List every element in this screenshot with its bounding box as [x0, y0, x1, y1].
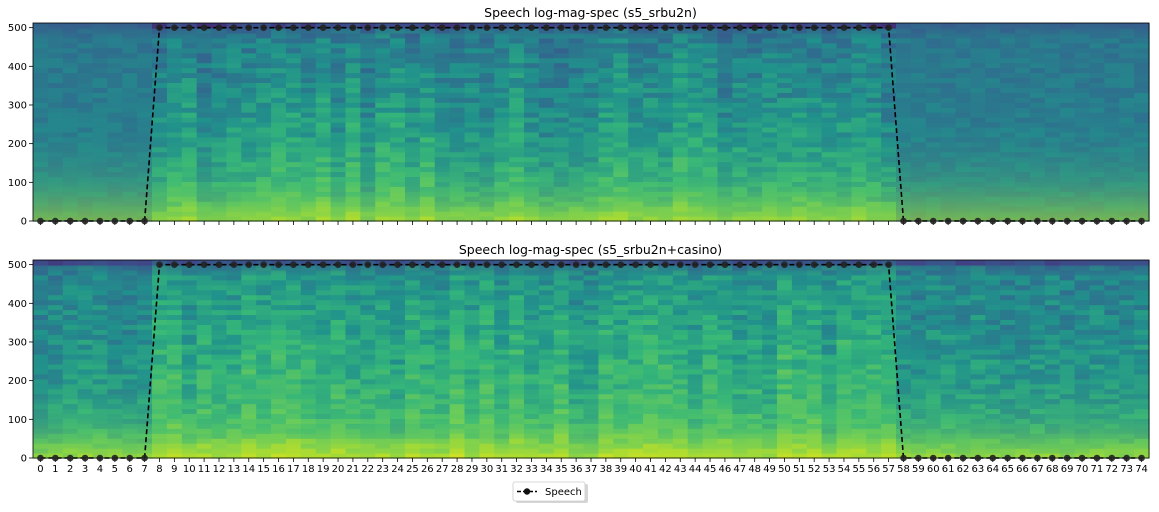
speech-point — [528, 24, 535, 31]
speech-point — [126, 218, 133, 225]
speech-point — [975, 218, 982, 225]
speech-point — [439, 24, 446, 31]
heatmap-low-band — [33, 23, 1149, 221]
panel-title: Speech log-mag-spec (s5_srbu2n+casino) — [459, 242, 722, 257]
spectrogram-panel-clean: Speech log-mag-spec (s5_srbu2n) 0 100 200 3… — [8, 5, 1150, 228]
speech-point — [1019, 218, 1026, 225]
speech-point — [216, 24, 223, 31]
speech-point — [870, 24, 877, 31]
speech-point — [841, 24, 848, 31]
speech-point — [900, 218, 907, 225]
speech-point — [1064, 218, 1071, 225]
speech-point — [112, 218, 119, 225]
speech-point — [260, 24, 267, 31]
speech-point — [305, 24, 312, 31]
speech-point — [632, 24, 639, 31]
speech-point — [1034, 218, 1041, 225]
speech-point — [856, 24, 863, 31]
y-axis-ticks: 0 100 200 300 400 500 — [8, 23, 33, 227]
speech-point — [37, 218, 44, 225]
speech-point — [469, 24, 476, 31]
speech-point — [960, 218, 967, 225]
speech-point — [692, 24, 699, 31]
speech-point — [156, 24, 163, 31]
speech-point — [1109, 218, 1116, 225]
speech-point — [290, 24, 297, 31]
speech-point — [677, 24, 684, 31]
speech-point — [662, 24, 669, 31]
speech-point — [722, 24, 729, 31]
speech-point — [766, 24, 773, 31]
speech-point — [781, 24, 788, 31]
speech-point — [1049, 218, 1056, 225]
speech-point — [751, 24, 758, 31]
spectrogram-heatmap — [33, 23, 1150, 222]
speech-point — [915, 218, 922, 225]
speech-point — [989, 218, 996, 225]
speech-point — [52, 218, 59, 225]
speech-point — [1094, 218, 1101, 225]
speech-point — [350, 24, 357, 31]
speech-point — [811, 24, 818, 31]
speech-point — [603, 24, 610, 31]
speech-point — [558, 24, 565, 31]
speech-point — [707, 24, 714, 31]
y-tick-label: 500 — [8, 23, 27, 34]
spectrogram-heatmap — [33, 260, 1150, 459]
speech-point — [826, 24, 833, 31]
y-tick-label: 400 — [8, 62, 27, 73]
y-tick-label: 100 — [8, 178, 27, 189]
speech-point — [275, 24, 282, 31]
speech-point — [543, 24, 550, 31]
speech-point — [67, 218, 74, 225]
speech-point — [231, 24, 238, 31]
speech-point — [796, 24, 803, 31]
speech-point — [379, 24, 386, 31]
panel-title: Speech log-mag-spec (s5_srbu2n) — [484, 5, 697, 20]
y-tick-label: 200 — [8, 139, 27, 150]
speech-point — [141, 218, 148, 225]
speech-point — [1123, 218, 1130, 225]
speech-point — [588, 24, 595, 31]
speech-point — [647, 24, 654, 31]
speech-point — [171, 24, 178, 31]
speech-point — [365, 24, 372, 31]
speech-point — [484, 24, 491, 31]
speech-point — [335, 24, 342, 31]
speech-point — [945, 218, 952, 225]
speech-point — [1079, 218, 1086, 225]
speech-point — [573, 24, 580, 31]
speech-point — [617, 24, 624, 31]
speech-point — [201, 24, 208, 31]
speech-point — [737, 24, 744, 31]
speech-point — [394, 24, 401, 31]
speech-point — [930, 218, 937, 225]
y-tick-label: 0 — [21, 217, 27, 228]
speech-point — [498, 24, 505, 31]
speech-point — [409, 24, 416, 31]
speech-point — [186, 24, 193, 31]
speech-point — [1004, 218, 1011, 225]
speech-point — [82, 218, 89, 225]
y-tick-label: 300 — [8, 100, 27, 111]
speech-point — [97, 218, 104, 225]
speech-point — [245, 24, 252, 31]
speech-point — [454, 24, 461, 31]
speech-point — [320, 24, 327, 31]
speech-point — [1138, 218, 1145, 225]
spectrogram-panel-noisy: Speech log-mag-spec (s5_srbu2n+casino) 0… — [8, 242, 1150, 475]
speech-point — [885, 24, 892, 31]
speech-point — [513, 24, 520, 31]
speech-point — [424, 24, 431, 31]
